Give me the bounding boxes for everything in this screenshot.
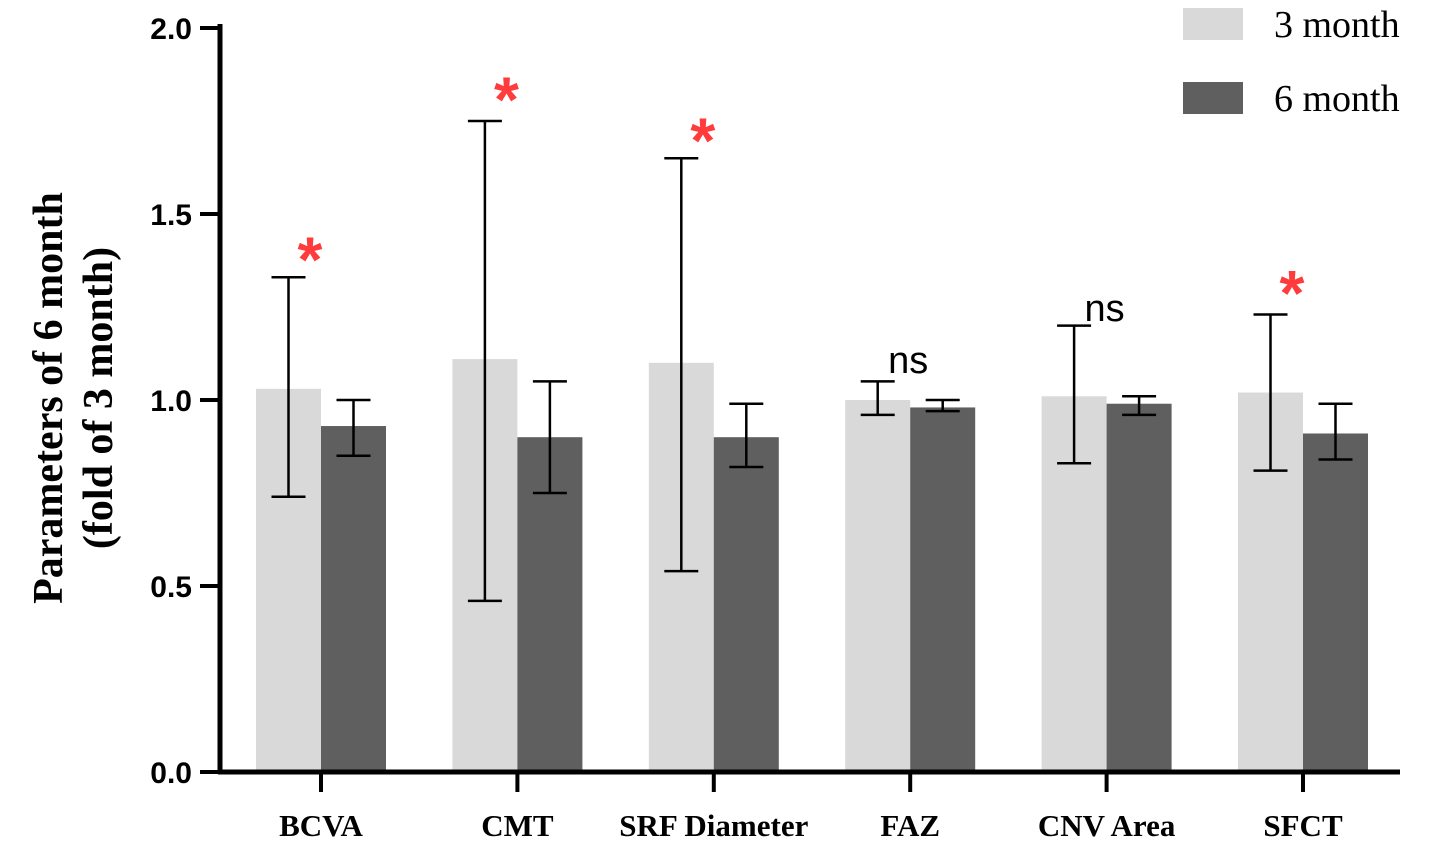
significance-mark-cmt: * xyxy=(494,64,519,136)
error-bar-cnv-area-6-month xyxy=(1122,395,1157,417)
x-tick-label-cmt: CMT xyxy=(481,808,554,843)
error-bars-layer xyxy=(271,119,1353,603)
y-axis-title: Parameters of 6 month (fold of 3 month) xyxy=(26,192,122,604)
bar-faz-6-month xyxy=(910,407,976,772)
bar-faz-3-month xyxy=(845,400,911,772)
significance-mark-cnv-area: ns xyxy=(1085,288,1125,330)
legend-swatch-6-month xyxy=(1183,82,1243,114)
legend-swatch-3-month xyxy=(1183,8,1243,40)
significance-mark-faz: ns xyxy=(888,340,928,382)
significance-mark-sfct: * xyxy=(1280,257,1305,329)
x-tick-label-bcva: BCVA xyxy=(279,808,363,843)
y-tick-label-2: 1.0 xyxy=(150,385,192,418)
x-tick-label-srf-diameter: SRF Diameter xyxy=(619,808,808,843)
error-bar-bcva-3-month xyxy=(271,275,306,498)
y-ticks-layer: 0.0 0.5 1.0 1.5 2.0 xyxy=(150,13,220,790)
bar-bcva-6-month xyxy=(321,426,386,772)
significance-mark-srf-diameter: * xyxy=(690,104,715,176)
x-categories-layer: BCVA CMT SRF Diameter FAZ CNV Area SFCT xyxy=(279,772,1343,843)
error-bar-bcva-6-month xyxy=(336,398,371,458)
error-bar-faz-3-month xyxy=(860,380,895,417)
y-axis-title-line-2: (fold of 3 month) xyxy=(76,247,122,549)
bar-cnv-area-6-month xyxy=(1106,403,1172,772)
error-bar-faz-6-month xyxy=(925,398,960,413)
legend-label-6-month: 6 month xyxy=(1274,78,1400,120)
y-tick-label-3: 1.5 xyxy=(150,199,192,232)
error-bar-sfct-3-month xyxy=(1253,313,1288,472)
x-tick-label-sfct: SFCT xyxy=(1263,808,1343,843)
bar-sfct-6-month xyxy=(1303,433,1368,772)
error-bar-cmt-6-month xyxy=(532,380,567,495)
significance-mark-bcva: * xyxy=(298,223,323,295)
error-bar-srf-diameter-6-month xyxy=(729,402,764,469)
axes-layer xyxy=(217,24,1400,775)
y-axis-title-line-1: Parameters of 6 month xyxy=(26,192,72,604)
significance-layer: * * * ns ns * xyxy=(298,64,1305,383)
error-bar-cnv-area-3-month xyxy=(1057,324,1092,465)
error-bar-cmt-3-month xyxy=(467,119,502,603)
error-bar-srf-diameter-3-month xyxy=(664,156,699,573)
y-tick-label-0: 0.0 xyxy=(150,757,192,790)
bars-layer xyxy=(256,359,1368,772)
x-tick-label-faz: FAZ xyxy=(880,808,940,843)
y-tick-label-4: 2.0 xyxy=(150,13,192,46)
legend: 3 month 6 month xyxy=(1183,4,1400,120)
x-tick-label-cnv-area: CNV Area xyxy=(1038,808,1176,843)
error-bar-sfct-6-month xyxy=(1318,402,1353,461)
y-tick-label-1: 0.5 xyxy=(150,571,192,604)
bar-srf-diameter-6-month xyxy=(713,437,779,772)
legend-label-3-month: 3 month xyxy=(1274,4,1400,46)
